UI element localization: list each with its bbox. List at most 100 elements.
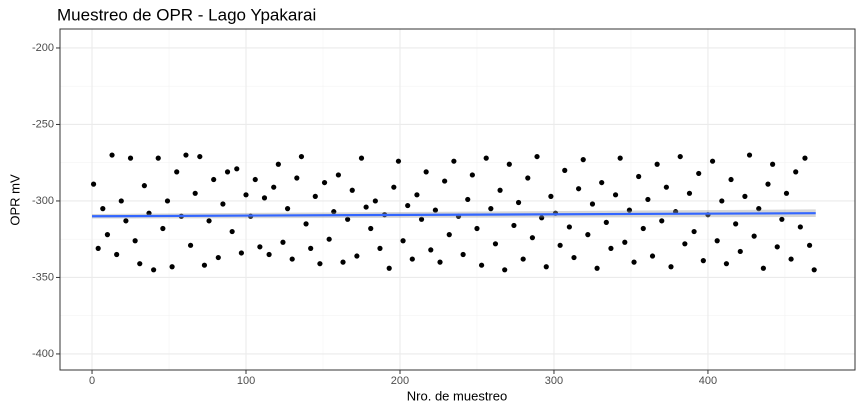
point	[298, 153, 305, 160]
point	[114, 251, 120, 258]
point	[261, 195, 268, 201]
point	[797, 224, 803, 230]
point	[234, 166, 240, 172]
point	[349, 187, 355, 193]
point	[220, 201, 226, 207]
point	[284, 206, 291, 212]
point	[164, 198, 171, 204]
point	[266, 251, 272, 258]
point	[645, 196, 651, 203]
y-tick-label: -250	[32, 118, 54, 130]
point	[492, 241, 499, 247]
y-tick-label: -300	[32, 195, 54, 207]
point	[557, 242, 563, 248]
point	[603, 219, 609, 225]
point	[733, 221, 739, 227]
point	[779, 216, 785, 222]
point	[238, 250, 244, 256]
point	[151, 267, 157, 273]
point	[229, 228, 235, 235]
point	[599, 179, 605, 186]
point	[340, 259, 346, 265]
point	[187, 242, 194, 248]
point	[451, 158, 457, 164]
point	[428, 247, 434, 253]
point	[571, 254, 577, 261]
point	[612, 192, 619, 198]
point	[770, 161, 776, 167]
panel-border	[59, 28, 856, 371]
point	[437, 259, 443, 265]
point	[252, 176, 258, 183]
point	[363, 204, 369, 210]
point	[155, 155, 161, 161]
point	[686, 190, 693, 196]
point	[192, 190, 198, 196]
point	[400, 238, 406, 244]
point	[548, 193, 554, 199]
point	[543, 264, 549, 270]
point	[640, 225, 646, 232]
point	[377, 245, 383, 251]
point	[345, 216, 351, 222]
point	[631, 259, 637, 265]
point	[663, 184, 669, 190]
point	[118, 198, 124, 204]
point	[714, 238, 720, 244]
point	[497, 187, 503, 193]
point	[123, 218, 129, 224]
point	[418, 216, 425, 222]
point	[765, 181, 771, 187]
point	[257, 244, 263, 250]
point	[386, 265, 392, 271]
point	[312, 193, 318, 199]
point	[372, 198, 378, 204]
point	[280, 239, 286, 245]
point	[580, 157, 586, 163]
point	[183, 152, 189, 158]
point	[696, 170, 702, 177]
point	[520, 256, 526, 262]
y-tick-label: -200	[32, 42, 54, 54]
point	[442, 178, 448, 184]
point	[215, 254, 221, 261]
point	[335, 172, 341, 178]
point	[478, 262, 485, 268]
point	[709, 158, 716, 164]
point	[802, 155, 808, 161]
point	[566, 224, 572, 230]
point	[562, 167, 568, 173]
point	[723, 261, 730, 267]
point	[331, 209, 337, 215]
point	[622, 239, 628, 245]
x-tick-label: 400	[699, 375, 717, 387]
point	[409, 256, 415, 262]
point	[243, 192, 249, 198]
point	[626, 207, 633, 213]
point	[169, 264, 175, 270]
point	[358, 155, 365, 161]
point	[668, 264, 674, 270]
point	[354, 253, 360, 259]
x-tick-label: 100	[237, 375, 255, 387]
point	[700, 258, 706, 264]
point	[395, 158, 402, 164]
point	[95, 245, 101, 251]
point	[751, 233, 757, 239]
point	[432, 207, 439, 213]
point	[511, 222, 517, 229]
y-tick-label: -400	[32, 348, 54, 360]
point	[160, 225, 166, 232]
point	[460, 251, 466, 258]
point	[483, 155, 489, 161]
point	[774, 244, 780, 250]
point	[515, 199, 522, 206]
point	[617, 155, 623, 161]
point	[585, 232, 591, 238]
point	[576, 186, 582, 192]
chart-title: Muestreo de OPR - Lago Ypakarai	[57, 5, 316, 24]
point	[317, 261, 323, 267]
point	[594, 265, 600, 271]
point	[691, 228, 697, 235]
